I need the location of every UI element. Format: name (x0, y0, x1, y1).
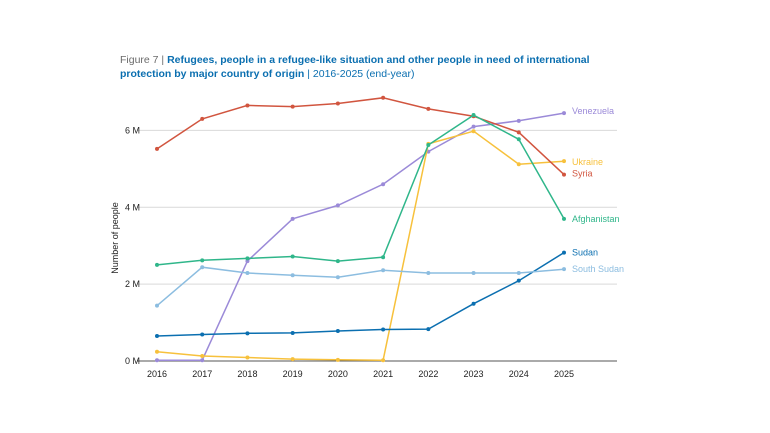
series-label: South Sudan (572, 264, 624, 274)
data-point (200, 116, 205, 121)
series-ukraine (155, 129, 566, 363)
data-point (245, 256, 250, 261)
data-point (155, 146, 159, 151)
data-point (516, 137, 521, 142)
figure-title-block: Figure 7 | Refugees, people in a refugee… (120, 53, 640, 81)
series-line (156, 114, 565, 266)
x-tick-label: 2019 (283, 369, 303, 379)
data-point (155, 358, 159, 363)
x-tick-label: 2016 (147, 369, 167, 379)
x-tick-label: 2023 (464, 369, 484, 379)
data-point (155, 303, 159, 308)
data-point (471, 270, 476, 275)
x-tick-label: 2021 (373, 369, 393, 379)
x-tick-label: 2025 (554, 369, 574, 379)
figure-subtitle: | 2016-2025 (end-year) (307, 68, 415, 80)
data-point (200, 332, 205, 337)
y-tick-label: 4 M (125, 202, 140, 212)
series-label: Ukraine (572, 157, 603, 167)
data-point (562, 111, 566, 116)
data-point (245, 270, 250, 275)
data-point (562, 250, 566, 255)
y-tick-label: 0 M (125, 356, 140, 366)
data-point (200, 354, 205, 359)
x-tick-label: 2020 (328, 369, 348, 379)
data-point (290, 104, 295, 109)
data-point (426, 106, 431, 111)
data-point (381, 268, 386, 273)
data-point (155, 334, 159, 339)
data-point (381, 255, 386, 260)
data-point (335, 101, 340, 106)
data-point (200, 265, 205, 270)
data-point (471, 301, 476, 306)
series-label: Sudan (572, 248, 598, 258)
series-sudan (155, 250, 566, 339)
data-point (245, 103, 250, 108)
y-tick-label: 2 M (125, 279, 140, 289)
x-tick-label: 2018 (237, 369, 257, 379)
series-south-sudan (155, 265, 566, 308)
data-point (335, 275, 340, 280)
series-line (156, 130, 565, 361)
x-tick-label: 2017 (192, 369, 212, 379)
data-point (245, 331, 250, 336)
data-point (290, 216, 295, 221)
data-point (290, 254, 295, 259)
data-point (471, 129, 476, 134)
series-label: Venezuela (572, 106, 614, 116)
data-point (516, 162, 521, 167)
figure-title: Refugees, people in a refugee-like situa… (120, 54, 590, 80)
data-point (381, 358, 386, 363)
data-point (426, 327, 431, 332)
x-tick-label: 2022 (418, 369, 438, 379)
data-point (471, 124, 476, 129)
data-point (290, 330, 295, 335)
series-line (156, 251, 565, 337)
data-point (516, 118, 521, 123)
series-line (157, 112, 565, 361)
data-point (381, 327, 386, 332)
series-label: Syria (572, 169, 593, 179)
gridlines (137, 129, 617, 362)
data-point (562, 172, 566, 177)
data-point (200, 358, 205, 363)
data-point (426, 270, 431, 275)
data-point (290, 273, 295, 278)
figure-label: Figure 7 | (120, 54, 165, 66)
series-line (156, 97, 565, 176)
y-axis-ticks: 0 M 2 M 4 M 6 M (125, 125, 140, 366)
data-point (290, 357, 295, 362)
series-lines (155, 95, 566, 363)
data-point (562, 267, 566, 272)
x-axis-ticks: 2016 2017 2018 2019 2020 2021 2022 2023 2024 2025 (147, 369, 574, 379)
data-point (471, 113, 476, 118)
data-point (381, 95, 386, 100)
data-point (381, 182, 386, 187)
series-label: Afghanistan (572, 214, 620, 224)
data-point (335, 357, 340, 362)
data-point (335, 259, 340, 264)
data-point (200, 258, 205, 263)
series-syria (155, 95, 566, 177)
data-point (562, 159, 566, 164)
data-point (516, 270, 521, 275)
data-point (335, 329, 340, 334)
data-point (245, 355, 250, 360)
data-point (426, 143, 431, 148)
data-point (155, 262, 159, 267)
data-point (335, 203, 340, 208)
y-axis-label: Number of people (110, 202, 120, 274)
x-tick-label: 2024 (509, 369, 529, 379)
data-point (516, 278, 521, 283)
series-venezuela (155, 111, 566, 363)
series-line (156, 266, 565, 307)
series-afghanistan (155, 113, 566, 267)
y-tick-label: 6 M (125, 125, 140, 135)
data-point (516, 130, 521, 135)
series-labels: Venezuela Ukraine Syria Afghanistan Sudan Sou… (572, 106, 624, 274)
data-point (155, 349, 159, 354)
data-point (562, 216, 566, 221)
